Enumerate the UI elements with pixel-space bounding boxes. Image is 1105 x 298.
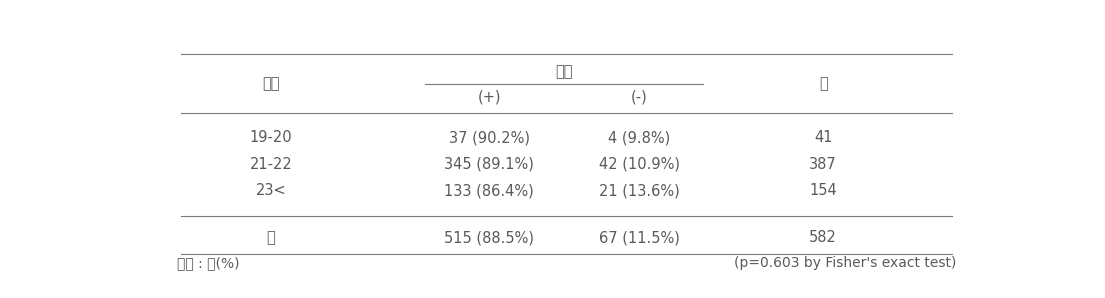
Text: (+): (+) <box>477 89 501 104</box>
Text: 582: 582 <box>809 230 838 245</box>
Text: 345 (89.1%): 345 (89.1%) <box>444 157 534 172</box>
Text: 41: 41 <box>814 130 832 145</box>
Text: 515 (88.5%): 515 (88.5%) <box>444 230 534 245</box>
Text: 단위 : 명(%): 단위 : 명(%) <box>177 256 239 270</box>
Text: 21-22: 21-22 <box>250 157 292 172</box>
Text: 21 (13.6%): 21 (13.6%) <box>599 183 680 198</box>
Text: (p=0.603 by Fisher's exact test): (p=0.603 by Fisher's exact test) <box>734 256 956 270</box>
Text: 항체: 항체 <box>556 64 572 79</box>
Text: 42 (10.9%): 42 (10.9%) <box>599 157 680 172</box>
Text: 23<: 23< <box>255 183 286 198</box>
Text: 67 (11.5%): 67 (11.5%) <box>599 230 680 245</box>
Text: 387: 387 <box>809 157 838 172</box>
Text: 계: 계 <box>266 230 275 245</box>
Text: 37 (90.2%): 37 (90.2%) <box>449 130 529 145</box>
Text: 154: 154 <box>809 183 838 198</box>
Text: 4 (9.8%): 4 (9.8%) <box>608 130 671 145</box>
Text: (-): (-) <box>631 89 648 104</box>
Text: 19-20: 19-20 <box>250 130 292 145</box>
Text: 133 (86.4%): 133 (86.4%) <box>444 183 534 198</box>
Text: 계: 계 <box>819 76 828 91</box>
Text: 나이: 나이 <box>262 76 280 91</box>
